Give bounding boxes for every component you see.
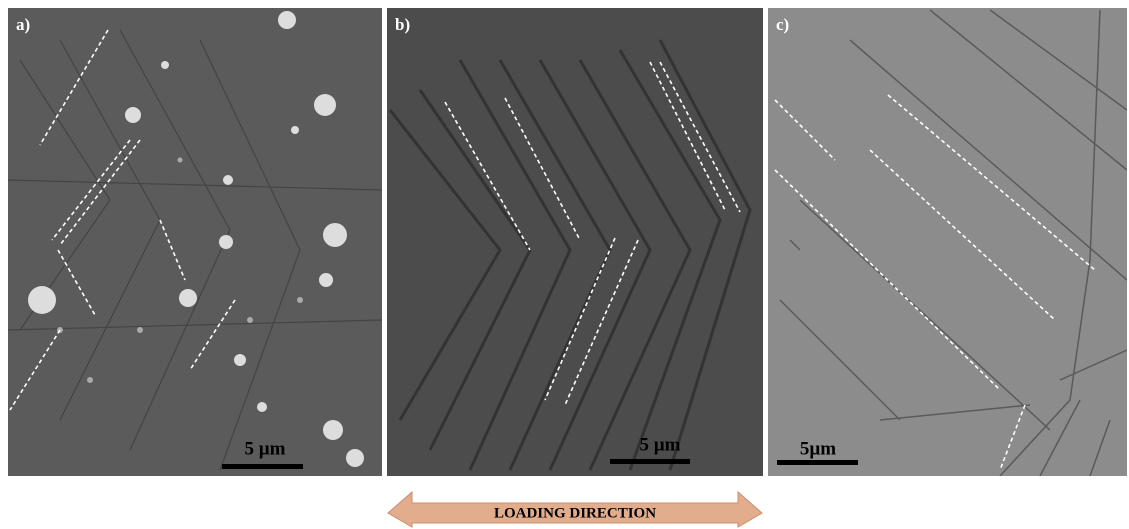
panel-label: c) (776, 15, 789, 34)
scale-bar-label: 5 µm (639, 434, 680, 455)
panel-b (387, 8, 763, 476)
arrow-label: LOADING DIRECTION (494, 505, 656, 521)
figure: a) 5 µm b) 5 µm c) 5µm LOADING DIRE (0, 0, 1129, 529)
panel-a (8, 8, 382, 476)
panel-label: b) (395, 15, 410, 34)
panel-label: a) (16, 15, 30, 34)
scale-bar-label: 5µm (800, 438, 836, 459)
panel-c (768, 8, 1127, 476)
scale-bar-label: 5 µm (244, 438, 285, 459)
